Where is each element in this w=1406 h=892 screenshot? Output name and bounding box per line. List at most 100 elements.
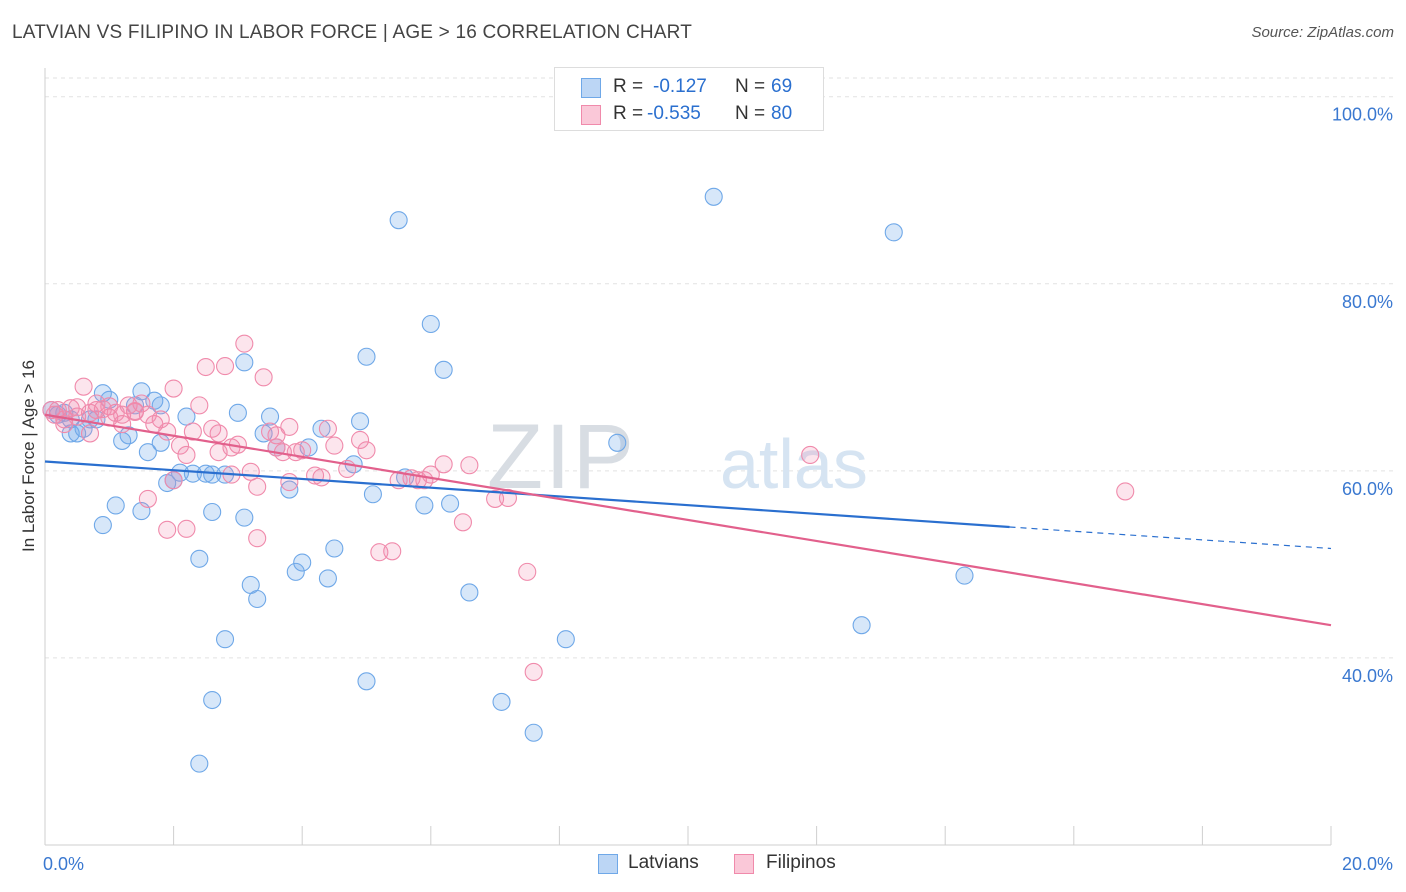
filipino-point: [158, 520, 177, 539]
filipino-point: [267, 426, 286, 445]
filipino-point: [524, 662, 543, 682]
latvian-point: [318, 569, 337, 588]
latvian-point: [524, 723, 543, 742]
latvian-point: [203, 502, 222, 522]
filipino-point: [177, 519, 196, 538]
watermark: ZIP atlas: [487, 406, 868, 508]
stats-legend: R = -0.127 N = 69 R = -0.535 N = 80: [554, 67, 824, 131]
filipino-point: [318, 419, 337, 438]
latvian-point: [884, 223, 903, 242]
y-tick-label: 80.0%: [1342, 292, 1393, 312]
latvian-point: [235, 353, 254, 372]
latvian-point: [106, 496, 125, 515]
latvian-point: [215, 630, 235, 649]
latvian-point: [286, 562, 305, 581]
watermark-atlas: atlas: [720, 425, 868, 503]
latvian-point: [363, 485, 382, 504]
latvian-point: [357, 347, 376, 366]
n-label: N =: [735, 76, 766, 97]
latvian-point: [312, 419, 331, 438]
filipino-point: [312, 468, 331, 487]
filipino-point: [248, 477, 267, 496]
latvian-point: [260, 407, 280, 426]
filipino-point: [55, 415, 74, 434]
latvian-point: [460, 583, 479, 602]
latvian-point: [177, 407, 196, 426]
legend-swatch-latvians: [598, 854, 618, 874]
filipino-point: [460, 456, 479, 475]
filipino-point: [325, 436, 344, 455]
latvian-point: [93, 384, 112, 403]
latvian-point: [280, 480, 299, 499]
filipino-point: [196, 357, 215, 377]
y-tick-label: 40.0%: [1342, 666, 1393, 686]
latvian-point: [434, 360, 453, 379]
n-value: 80: [771, 103, 793, 124]
filipino-point: [357, 441, 376, 460]
legend-swatch-latvians: [581, 78, 601, 98]
legend-label-latvians: Latvians: [628, 852, 699, 873]
chart-title: LATVIAN VS FILIPINO IN LABOR FORCE | AGE…: [12, 22, 693, 43]
filipino-point: [138, 489, 157, 508]
filipino-point: [254, 368, 273, 387]
latvian-point: [325, 539, 344, 558]
latvian-point: [235, 508, 254, 527]
latvian-point: [190, 754, 209, 773]
filipino-trend-line: [44, 413, 1332, 627]
latvian-point: [203, 690, 222, 710]
latvian-point: [138, 443, 157, 462]
n-label: N =: [735, 103, 766, 124]
filipino-point: [280, 417, 299, 436]
filipino-point: [801, 445, 820, 465]
filipino-point: [293, 441, 312, 460]
filipino-point: [383, 542, 402, 561]
filipino-point: [183, 422, 202, 441]
latvian-point: [704, 187, 723, 206]
filipino-point: [158, 422, 177, 441]
filipino-point: [132, 394, 151, 413]
x-tick-label: 0.0%: [43, 854, 84, 874]
latvian-point: [183, 464, 202, 483]
latvian-trend-extension: [1009, 526, 1332, 550]
filipino-point: [113, 405, 132, 424]
latvian-point: [415, 496, 434, 515]
latvian-point: [248, 589, 267, 609]
filipino-point: [164, 471, 183, 490]
filipino-point: [190, 396, 209, 415]
latvian-point: [190, 549, 209, 568]
latvian-point: [852, 616, 871, 635]
filipino-point: [80, 424, 100, 443]
filipino-point: [164, 379, 183, 398]
filipino-point: [177, 445, 196, 465]
filipino-point: [203, 419, 222, 438]
r-value: -0.127: [653, 76, 707, 97]
latvian-point: [608, 433, 627, 452]
filipino-point: [351, 430, 370, 450]
latvian-point: [151, 396, 170, 415]
filipino-point: [215, 357, 235, 376]
r-label: R =: [613, 76, 644, 97]
latvian-point: [421, 314, 440, 334]
filipino-point: [87, 401, 106, 420]
y-tick-label: 100.0%: [1332, 105, 1393, 125]
legend-swatch-filipinos: [734, 854, 754, 874]
filipino-point: [486, 489, 505, 508]
data-points: [42, 187, 1135, 773]
latvian-point: [228, 403, 247, 422]
latvian-point: [119, 426, 138, 445]
filipino-point: [518, 562, 537, 581]
filipino-point: [209, 424, 228, 443]
latvian-point: [293, 553, 312, 572]
filipino-point: [248, 529, 267, 548]
source-credit: Source: ZipAtlas.com: [1251, 24, 1394, 41]
latvian-point: [170, 463, 190, 482]
latvian-point: [389, 211, 408, 230]
latvian-point: [441, 494, 460, 513]
filipino-point: [453, 513, 473, 532]
y-axis-label: In Labor Force | Age > 16: [19, 360, 38, 552]
r-label: R =: [613, 103, 644, 124]
r-value: -0.535: [647, 103, 701, 124]
legend-swatch-filipinos: [581, 105, 601, 125]
latvian-point: [93, 516, 112, 535]
